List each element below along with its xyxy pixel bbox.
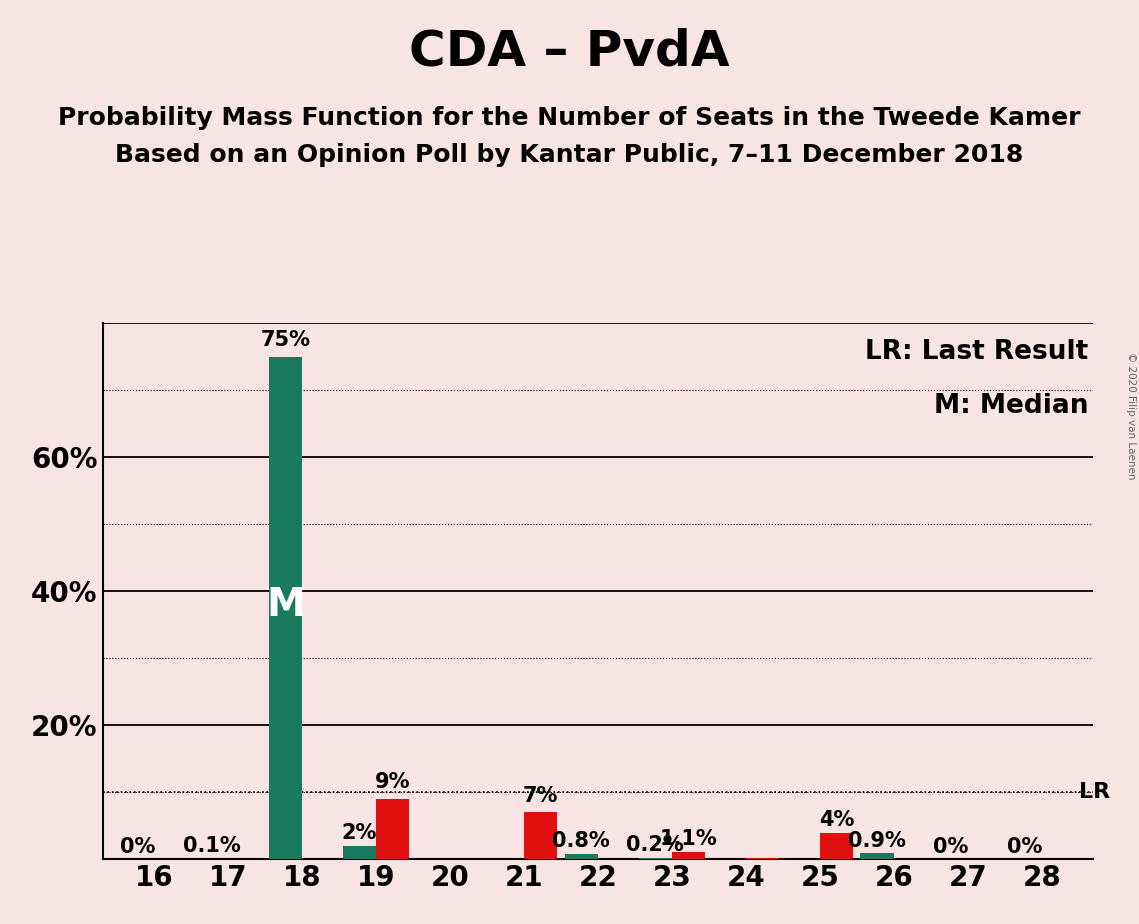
Text: Based on an Opinion Poll by Kantar Public, 7–11 December 2018: Based on an Opinion Poll by Kantar Publi… xyxy=(115,143,1024,167)
Bar xyxy=(672,852,705,859)
Text: 2%: 2% xyxy=(342,823,377,844)
Text: 0%: 0% xyxy=(120,836,155,857)
Bar xyxy=(860,853,894,859)
Text: 4%: 4% xyxy=(819,809,854,830)
Text: M: M xyxy=(267,586,305,624)
Text: 75%: 75% xyxy=(261,330,311,350)
Text: Probability Mass Function for the Number of Seats in the Tweede Kamer: Probability Mass Function for the Number… xyxy=(58,106,1081,130)
Text: 9%: 9% xyxy=(375,772,410,793)
Bar xyxy=(524,812,557,859)
Bar xyxy=(746,858,779,859)
Text: M: Median: M: Median xyxy=(934,393,1089,419)
Bar xyxy=(565,854,598,859)
Bar xyxy=(343,846,376,859)
Bar xyxy=(639,858,672,859)
Text: 0.9%: 0.9% xyxy=(849,831,906,851)
Text: 1.1%: 1.1% xyxy=(659,829,718,849)
Text: © 2020 Filip van Laenen: © 2020 Filip van Laenen xyxy=(1126,352,1136,480)
Text: 0.2%: 0.2% xyxy=(626,835,685,856)
Text: 0.8%: 0.8% xyxy=(552,832,611,851)
Text: 0.1%: 0.1% xyxy=(182,836,240,856)
Text: CDA – PvdA: CDA – PvdA xyxy=(409,28,730,76)
Text: 7%: 7% xyxy=(523,785,558,806)
Bar xyxy=(269,357,302,859)
Bar xyxy=(820,833,853,859)
Bar xyxy=(376,799,409,859)
Text: LR: Last Result: LR: Last Result xyxy=(866,339,1089,366)
Text: LR: LR xyxy=(1079,783,1109,802)
Text: 0%: 0% xyxy=(1007,836,1042,857)
Text: 0%: 0% xyxy=(933,836,969,857)
